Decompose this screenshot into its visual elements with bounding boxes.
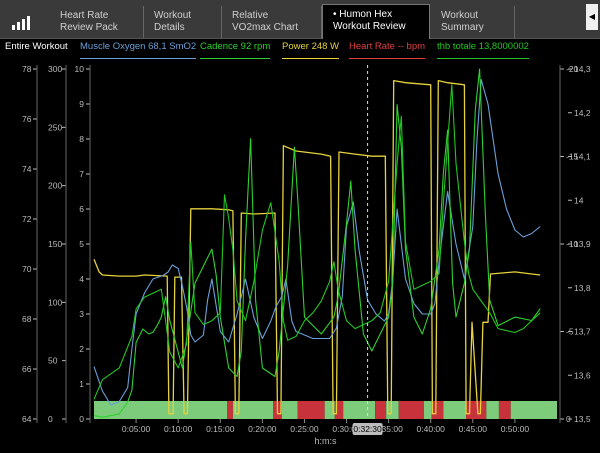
legend-cadence[interactable]: Cadence 92 rpm [200, 41, 271, 59]
muscle-axis-label: 0 [79, 414, 84, 424]
thb-axis-label: 13,7 [574, 327, 591, 337]
hr-zone-segment [281, 401, 298, 419]
hr-zone-segment [398, 401, 424, 419]
tab-heart-rate-review-pack[interactable]: Heart Rate Review Pack [50, 6, 144, 38]
hr-axis-label: 64 [22, 414, 32, 424]
hr-axis-label: 74 [22, 164, 32, 174]
x-axis-tick-label: 0:35:00 [374, 424, 403, 434]
chart-series [93, 68, 541, 418]
thb-axis-label: 13,8 [574, 283, 591, 293]
muscle-axis-label: 10 [75, 64, 85, 74]
cadence-axis-label: -15 [566, 152, 579, 162]
hr-axis-label: 72 [22, 214, 32, 224]
power-axis-label: 50 [48, 356, 58, 366]
x-axis-tick-label: 0:45:00 [459, 424, 488, 434]
hr-zone-segment [498, 401, 511, 419]
workout-chart[interactable]: 6466687072747678050100150200250300012345… [0, 58, 600, 453]
cursor-time-label: 0:32:30 [353, 424, 382, 434]
muscle-axis-label: 3 [79, 309, 84, 319]
thb-axis-label: 14 [574, 195, 584, 205]
legend-thb-totale[interactable]: thb totale 13,8000002 [437, 41, 529, 59]
hr-zone-segment [324, 401, 335, 419]
x-axis-tick-label: 0:25:00 [290, 424, 319, 434]
thb-axis-label: 14,1 [574, 152, 591, 162]
signal-bars-icon[interactable] [8, 10, 34, 32]
x-axis-tick-label: 0:30:00 [332, 424, 361, 434]
tab-workout-details[interactable]: Workout Details [144, 6, 222, 38]
x-axis-tick-label: 0:40:00 [417, 424, 446, 434]
thb-axis-label: 13,5 [574, 414, 591, 424]
muscle-axis-label: 9 [79, 99, 84, 109]
thb-axis-label: 13,6 [574, 370, 591, 380]
x-axis-tick-label: 0:10:00 [164, 424, 193, 434]
hr-zone-segment [227, 401, 233, 419]
cursor-time-box [352, 423, 383, 435]
x-axis-tick-label: 0:50:00 [501, 424, 530, 434]
series-power-line [93, 79, 541, 415]
hr-zone-segment [343, 401, 376, 419]
muscle-axis-label: 1 [79, 379, 84, 389]
hr-zone-segment [94, 401, 228, 419]
hr-axis-label: 76 [22, 114, 32, 124]
chart-overlay: 0:32:30 [352, 65, 383, 435]
heart-rate-zone-bar [94, 401, 557, 419]
hr-zone-segment [334, 401, 344, 419]
hr-zone-segment [431, 401, 444, 419]
thb-axis-label: 13,9 [574, 239, 591, 249]
series-muscle-oxygen-line [93, 78, 541, 406]
series-thb-totale-line [93, 84, 541, 400]
hr-zone-segment [297, 401, 325, 419]
power-axis-label: 250 [48, 122, 62, 132]
power-axis-label: 100 [48, 297, 62, 307]
legend-power[interactable]: Power 248 W [282, 41, 340, 59]
hr-zone-segment [423, 401, 432, 419]
hr-zone-segment [386, 401, 399, 419]
hr-zone-segment [510, 401, 557, 419]
hr-axis-label: 70 [22, 264, 32, 274]
power-axis-label: 300 [48, 64, 62, 74]
hr-zone-segment [486, 401, 499, 419]
hr-axis-label: 66 [22, 364, 32, 374]
muscle-axis-label: 6 [79, 204, 84, 214]
thb-axis-label: 14,3 [574, 64, 591, 74]
legend-entire-workout[interactable]: Entire Workout [5, 41, 68, 52]
x-axis-tick-label: 0:20:00 [248, 424, 277, 434]
hr-zone-segment [443, 401, 467, 419]
x-axis-tick-label: 0:15:00 [206, 424, 235, 434]
hr-zone-segment [232, 401, 274, 419]
thb-axis-label: 14,2 [574, 108, 591, 118]
muscle-axis-label: 2 [79, 344, 84, 354]
muscle-axis-label: 5 [79, 239, 84, 249]
hr-zone-segment [375, 401, 387, 419]
x-axis-title: h:m:s [314, 436, 337, 446]
tab-humon-hex-workout-review[interactable]: • Humon Hex Workout Review [322, 4, 430, 39]
tab-relative-vo2max-chart[interactable]: Relative VO2max Chart [222, 6, 322, 38]
power-axis-label: 0 [48, 414, 53, 424]
muscle-axis-label: 8 [79, 134, 84, 144]
cadence-axis-label: -10 [566, 239, 579, 249]
legend-heart-rate[interactable]: Heart Rate -- bpm [349, 41, 426, 59]
hr-axis-label: 68 [22, 314, 32, 324]
tab-workout-summary[interactable]: Workout Summary [431, 6, 515, 38]
muscle-axis-label: 4 [79, 274, 84, 284]
cadence-axis-label: -20 [566, 64, 579, 74]
hr-axis-label: 78 [22, 64, 32, 74]
tab-bar: Heart Rate Review Pack Workout Details R… [0, 0, 600, 39]
legend-muscle-oxygen[interactable]: Muscle Oxygen 68,1 SmO2 [80, 41, 197, 59]
chevron-left-icon[interactable]: ◀ [586, 4, 598, 30]
chart-axes: 6466687072747678050100150200250300012345… [22, 64, 591, 446]
power-axis-label: 150 [48, 239, 62, 249]
series-cadence-line [93, 68, 541, 418]
muscle-axis-label: 7 [79, 169, 84, 179]
power-axis-label: 200 [48, 181, 62, 191]
x-axis-tick-label: 0:05:00 [122, 424, 151, 434]
